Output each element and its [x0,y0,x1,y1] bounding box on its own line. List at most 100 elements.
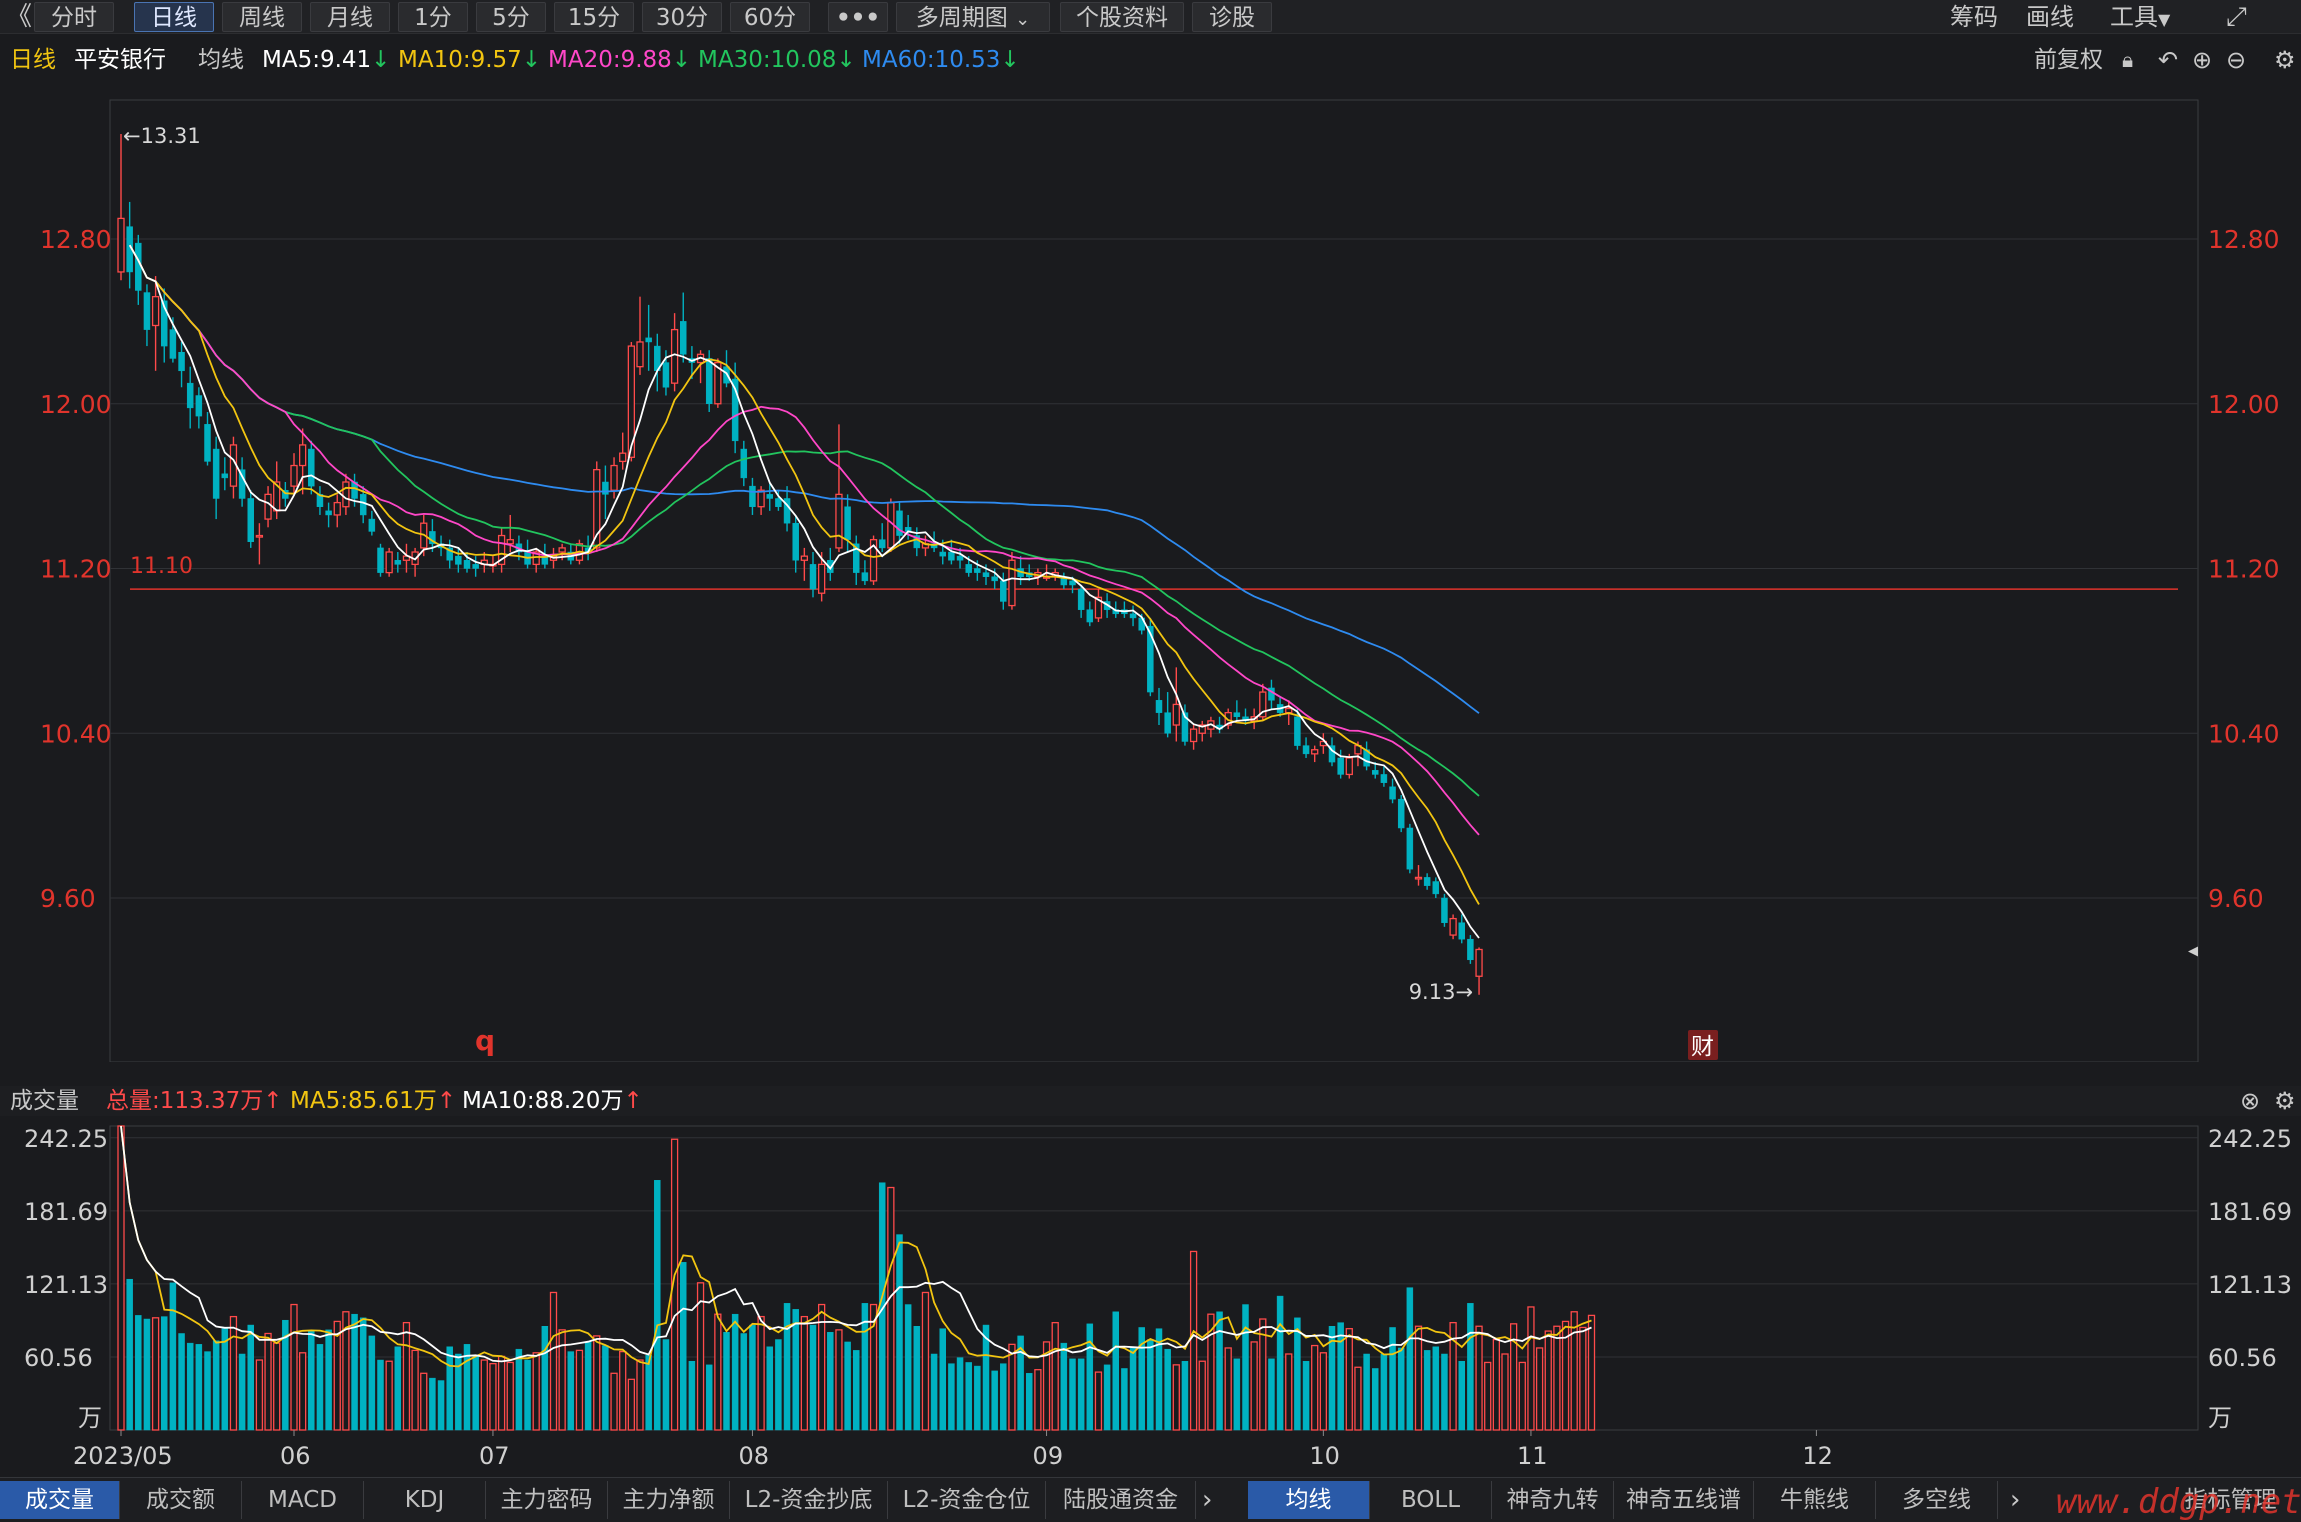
candle-body [1259,691,1267,718]
tab-boll[interactable]: BOLL [1370,1481,1492,1519]
candle-body [1094,596,1103,619]
tab-l2-bottom[interactable]: L2-资金抄底 [730,1481,888,1519]
volume-bar [982,1324,990,1431]
period-button-15min[interactable]: 15分 [554,2,634,32]
volume-bar [497,1355,506,1431]
volume-bar [800,1315,808,1431]
chevron-right-icon[interactable]: › [1202,1485,1213,1515]
draw-line-button[interactable]: 画线 [2026,3,2074,31]
volume-bar [1207,1313,1215,1431]
tab-kdj[interactable]: KDJ [364,1481,486,1519]
candle-body [1147,625,1154,693]
watermark: www.ddgp.net [2056,1482,2301,1522]
volume-bar [593,1335,601,1431]
candle-body [472,564,479,569]
tab-ma[interactable]: 均线 [1248,1481,1370,1519]
volume-tick-left: 242.25 [24,1125,108,1153]
tools-button[interactable]: 工具▼ [2110,2,2170,32]
period-button-monthly[interactable]: 月线 [310,2,390,32]
candle-body [636,341,644,368]
close-panel-icon[interactable]: ⊗ [2240,1087,2261,1115]
volume-tick-right: 181.69 [2208,1198,2292,1226]
undo-icon[interactable]: ↶ [2158,46,2179,74]
arrow-down-icon: ↓ [836,47,856,73]
lock-icon[interactable]: 🔒︎ [2122,48,2134,72]
volume-bar [117,1125,125,1431]
volume-bar [1510,1323,1518,1431]
ma-label[interactable]: 均线 [198,47,244,73]
last-price-marker [2188,946,2198,957]
volume-bar [178,1333,185,1431]
tab-bull-bear[interactable]: 牛熊线 [1754,1481,1876,1519]
tab-volume[interactable]: 成交量 [0,1481,120,1519]
candle-body [593,468,601,549]
volume-bar [654,1180,661,1431]
volume-bar [1189,1250,1198,1431]
period-button-30min[interactable]: 30分 [642,2,722,32]
chips-button[interactable]: 筹码 [1950,3,1998,31]
volume-ma5: MA5:85.61万↑ [290,1086,456,1116]
zoom-out-icon[interactable]: ⊖ [2226,46,2247,74]
ma60-value: MA60:10.53↓ [862,44,1020,76]
volume-bar [1121,1368,1128,1431]
x-axis-label: 10 [1309,1442,1340,1470]
indicator-manage-button[interactable]: 指标管理 [2184,1487,2277,1513]
adjust-label[interactable]: 前复权 [2034,47,2103,73]
price-tick-left: 10.40 [40,719,112,748]
candle-body [757,489,765,508]
volume-bar [368,1335,376,1431]
diagnose-button[interactable]: 诊股 [1192,2,1272,32]
tab-td-nine[interactable]: 神奇九转 [1492,1481,1614,1519]
tab-five-lines[interactable]: 神奇五线谱 [1614,1481,1754,1519]
gear-icon[interactable]: ⚙ [2274,1087,2296,1115]
volume-bar [1518,1361,1526,1431]
more-periods-button[interactable]: ••• [828,2,888,32]
period-button-1min[interactable]: 1分 [398,2,468,32]
candle-body [255,534,264,538]
tab-northbound-funds[interactable]: 陆股通资金 [1046,1481,1196,1519]
volume-tick-right: 121.13 [2208,1271,2292,1299]
period-button-weekly[interactable]: 周线 [222,2,302,32]
multi-period-dropdown[interactable]: 多周期图 ⌄ [896,2,1050,32]
tab-l2-position[interactable]: L2-资金仓位 [888,1481,1046,1519]
kline-chart[interactable]: 12.80 12.80 12.00 12.00 11.20 11.20 10.40 10.40… [0,0,2301,1477]
volume-bar [489,1363,497,1431]
volume-bar [1224,1347,1232,1431]
candle-body [1189,728,1198,743]
ma20-text: MA20:9.88 [548,47,672,73]
volume-bar [1008,1343,1016,1431]
volume-bar [1389,1327,1396,1431]
candle-body [161,300,168,347]
period-button-5min[interactable]: 5分 [476,2,546,32]
gear-icon[interactable]: ⚙ [2274,46,2296,74]
zoom-in-icon[interactable]: ⊕ [2192,46,2213,74]
tab-long-short[interactable]: 多空线 [1876,1481,1998,1519]
tab-macd[interactable]: MACD [242,1481,364,1519]
tab-main-force-net[interactable]: 主力净额 [608,1481,730,1519]
volume-ma10-line [120,1125,1592,1363]
volume-bar [1501,1353,1509,1431]
volume-tick-left: 60.56 [24,1344,93,1372]
tab-main-force-code[interactable]: 主力密码 [486,1481,608,1519]
volume-bar [1017,1335,1024,1431]
volume-bar [169,1282,177,1431]
tab-turnover[interactable]: 成交额 [120,1481,242,1519]
period-button-60min[interactable]: 60分 [730,2,810,32]
low-price-label: 9.13→ [1409,980,1473,1004]
volume-bar [619,1350,627,1431]
volume-bar [385,1360,393,1431]
candle-body [532,551,540,566]
candle-body [385,551,393,574]
volume-bar [195,1344,203,1431]
stock-info-button[interactable]: 个股资料 [1060,2,1184,32]
multi-period-label: 多周期图 [915,5,1008,31]
period-button-fenshi[interactable]: 分时 [34,2,114,32]
volume-bar [731,1313,739,1431]
volume-tick-right: 242.25 [2208,1125,2292,1153]
candle-body [896,510,903,536]
chevron-right-icon[interactable]: › [2010,1485,2021,1515]
fullscreen-icon[interactable]: ⤢ [2226,2,2247,32]
period-button-daily[interactable]: 日线 [134,2,214,32]
double-chevron-left-icon[interactable]: 《 [6,2,33,32]
volume-bar [1423,1350,1431,1431]
